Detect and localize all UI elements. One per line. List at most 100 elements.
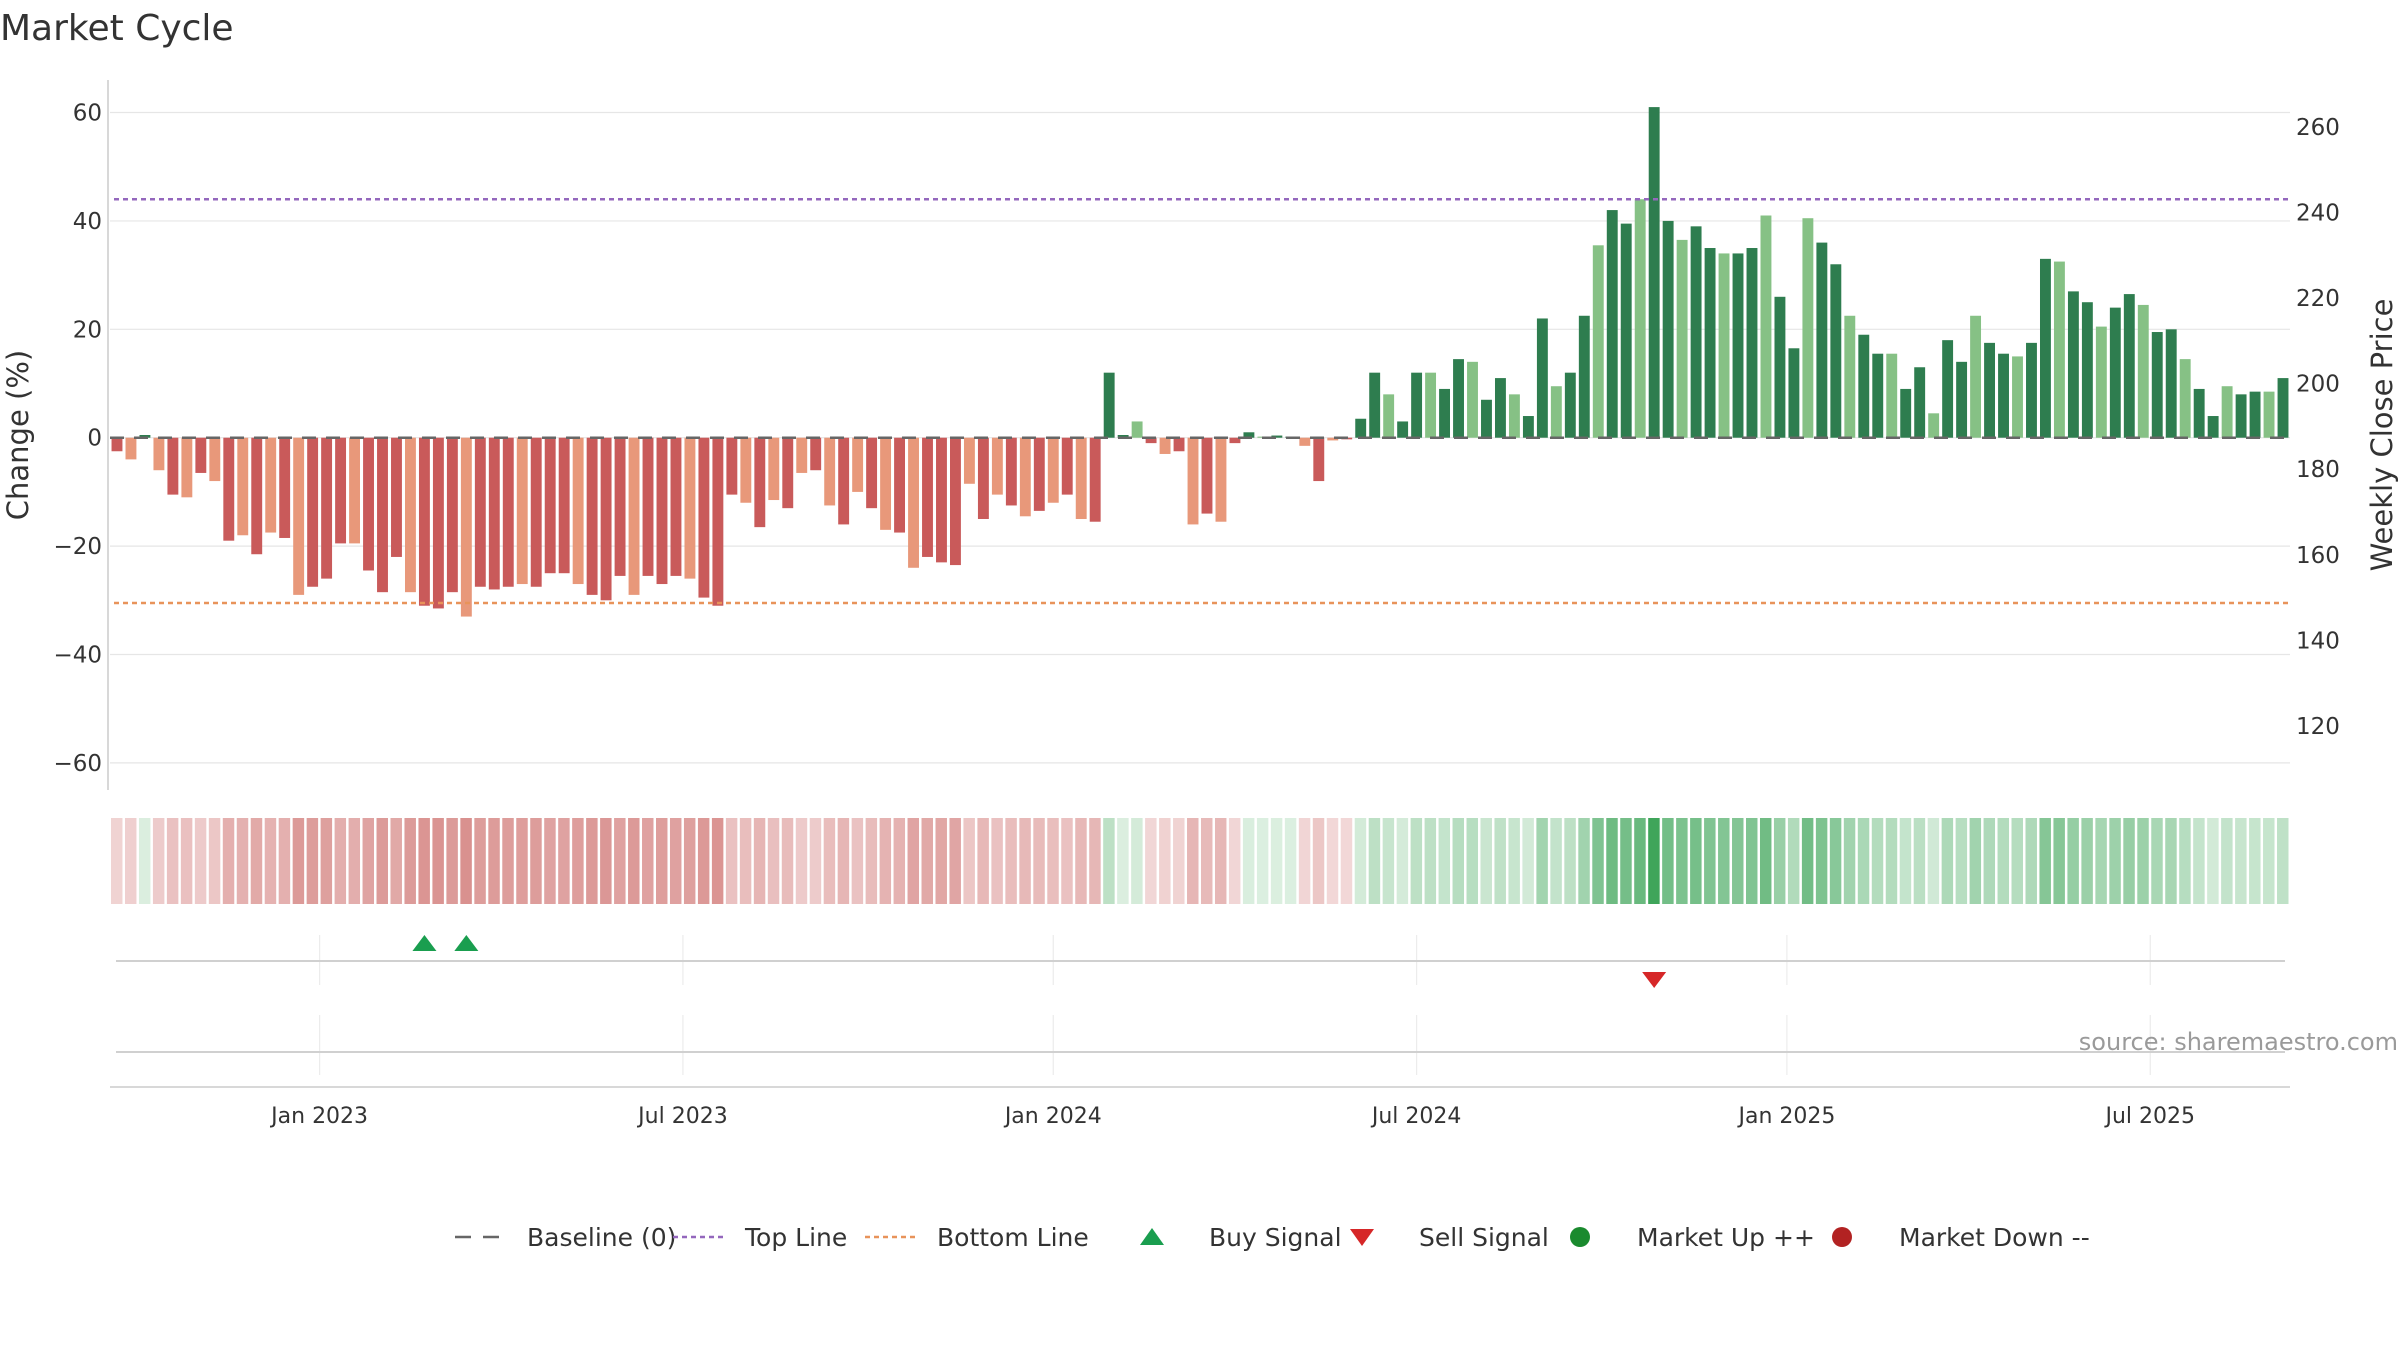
heat-cell-91 — [1382, 818, 1395, 904]
heat-cell-127 — [1885, 818, 1898, 904]
bar-week-130 — [1928, 413, 1940, 438]
sell-signal-marker-0 — [1642, 972, 1667, 988]
heat-cell-61 — [963, 818, 975, 904]
source-label: source: sharemaestro.com — [2079, 1028, 2398, 1056]
bar-week-83 — [1271, 435, 1283, 438]
heat-cell-115 — [1718, 818, 1730, 904]
y-left-tick-label: −20 — [53, 534, 102, 560]
bar-week-122 — [1816, 242, 1828, 438]
heat-cell-35 — [600, 818, 612, 904]
heat-cell-96 — [1452, 818, 1465, 904]
heat-cell-14 — [306, 818, 319, 904]
heat-cell-137 — [2025, 818, 2037, 904]
heat-cell-70 — [1089, 818, 1101, 904]
legend: Baseline (0) Top Line Bottom Line Buy Signa… — [455, 1223, 2090, 1252]
heat-cell-121 — [1801, 818, 1814, 904]
x-tick-label: Jan 2023 — [269, 1104, 368, 1129]
legend-label: Buy Signal — [1209, 1223, 1342, 1252]
heat-cell-57 — [907, 818, 920, 904]
heat-cell-98 — [1480, 818, 1492, 904]
heat-cell-148 — [2179, 818, 2191, 904]
heat-cell-1 — [124, 818, 137, 904]
bar-week-98 — [1481, 399, 1492, 438]
legend-item-3: Buy Signal — [1140, 1223, 1342, 1252]
heat-cell-59 — [935, 818, 947, 904]
heat-cell-89 — [1354, 818, 1367, 904]
heat-cell-95 — [1438, 818, 1451, 904]
heat-cell-82 — [1256, 818, 1269, 904]
heat-cell-8 — [222, 818, 235, 904]
bar-week-64 — [1005, 437, 1017, 506]
bar-week-136 — [2012, 356, 2023, 438]
bar-week-67 — [1047, 437, 1059, 503]
bar-week-77 — [1187, 437, 1199, 525]
bar-week-81 — [1243, 432, 1255, 438]
heat-cell-103 — [1550, 818, 1562, 904]
bar-week-142 — [2095, 326, 2107, 438]
heat-cell-68 — [1061, 818, 1073, 904]
heat-cell-114 — [1704, 818, 1716, 904]
heat-cell-86 — [1312, 818, 1325, 904]
y-left-tick-label: 20 — [73, 317, 102, 343]
chart-title: Market Cycle — [0, 8, 234, 49]
y-right-tick-label: 120 — [2296, 714, 2340, 740]
heat-cell-34 — [586, 818, 598, 904]
bar-week-116 — [1732, 253, 1744, 438]
heat-cell-116 — [1732, 818, 1744, 904]
bar-week-22 — [418, 437, 430, 606]
heat-cell-92 — [1396, 818, 1409, 904]
bar-week-97 — [1467, 361, 1478, 438]
bar-week-93 — [1411, 372, 1423, 438]
heat-cell-79 — [1214, 818, 1227, 904]
x-tick-label: Jul 2025 — [2103, 1104, 2195, 1129]
x-tick-label: Jan 2025 — [1736, 1104, 1835, 1129]
heat-cell-20 — [390, 818, 402, 904]
heat-cell-9 — [236, 818, 249, 904]
bar-week-109 — [1634, 199, 1646, 438]
bar-week-49 — [796, 437, 808, 473]
heat-cell-140 — [2067, 818, 2079, 904]
bar-week-14 — [307, 437, 319, 587]
bar-week-92 — [1397, 421, 1409, 438]
heat-cell-146 — [2151, 818, 2163, 904]
heat-cell-106 — [1592, 818, 1604, 904]
y-right-tick-label: 220 — [2296, 286, 2340, 312]
bar-week-113 — [1690, 226, 1702, 438]
buy-signal-marker-1 — [454, 935, 479, 951]
bar-week-69 — [1075, 437, 1087, 520]
heat-cell-143 — [2109, 818, 2121, 904]
bar-week-30 — [530, 437, 542, 587]
heat-cell-46 — [753, 818, 766, 904]
heat-cell-45 — [739, 818, 752, 904]
y-right-tick-label: 180 — [2296, 457, 2340, 483]
legend-item-5: Market Up ++ — [1570, 1223, 1815, 1252]
heat-cell-88 — [1340, 818, 1353, 904]
bar-week-105 — [1578, 315, 1590, 438]
bar-week-133 — [1970, 315, 1982, 438]
y-left-tick-label: −60 — [53, 751, 102, 777]
bar-week-29 — [516, 437, 528, 585]
bar-week-23 — [432, 437, 444, 609]
bar-week-50 — [810, 437, 822, 471]
heat-cell-149 — [2193, 818, 2205, 904]
legend-label: Market Up ++ — [1637, 1223, 1815, 1252]
bar-week-15 — [321, 437, 333, 579]
bar-week-16 — [335, 437, 347, 544]
heat-cell-130 — [1927, 818, 1940, 904]
heat-cell-117 — [1746, 818, 1758, 904]
bar-week-102 — [1536, 318, 1548, 438]
bar-week-4 — [167, 437, 179, 495]
heat-cell-50 — [809, 818, 822, 904]
legend-swatch — [1140, 1228, 1164, 1245]
heat-cell-11 — [264, 818, 277, 904]
heat-cell-85 — [1298, 818, 1311, 904]
heat-cell-62 — [977, 818, 989, 904]
heat-cell-105 — [1578, 818, 1590, 904]
legend-label: Market Down -- — [1899, 1223, 2090, 1252]
bar-week-68 — [1061, 437, 1073, 495]
heat-cell-131 — [1941, 818, 1954, 904]
heat-cell-25 — [460, 818, 472, 904]
bar-week-138 — [2039, 258, 2051, 438]
bar-week-91 — [1383, 394, 1395, 438]
